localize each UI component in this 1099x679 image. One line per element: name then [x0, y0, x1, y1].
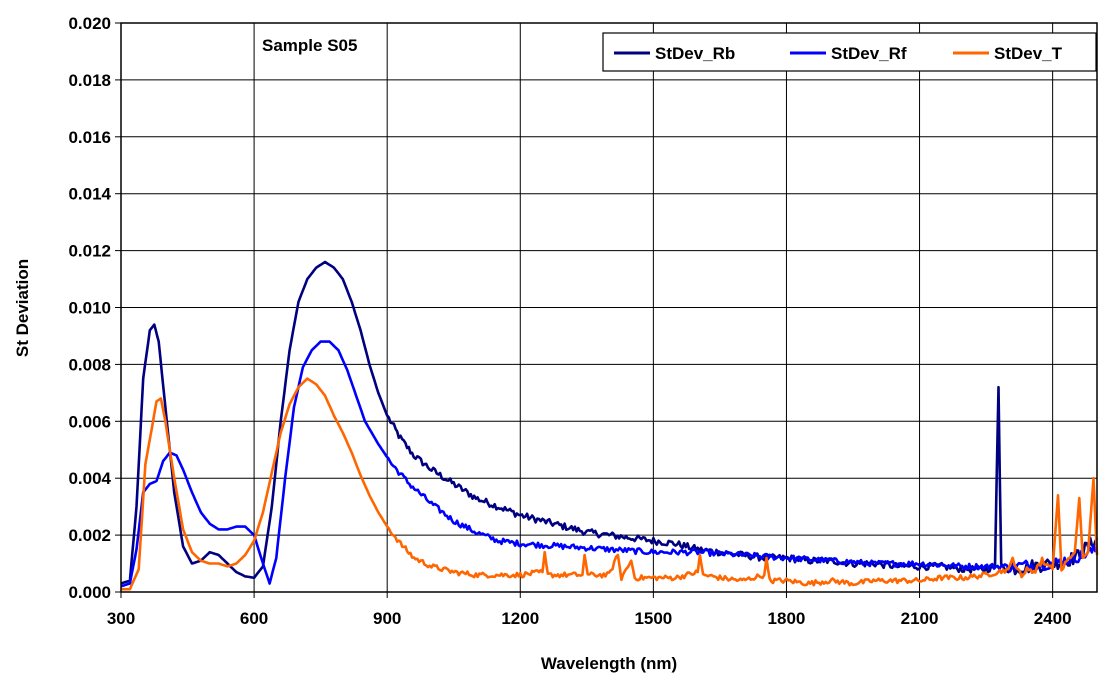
legend: StDev_Rb StDev_Rf StDev_T	[602, 32, 1097, 72]
x-tick-label: 900	[373, 609, 401, 628]
y-tick-label: 0.010	[68, 299, 111, 318]
y-axis-ticks: 0.000 0.002 0.004 0.006 0.008 0.010 0.012 0.014…	[68, 14, 121, 602]
y-axis-title: St Deviation	[13, 259, 32, 357]
legend-box	[602, 32, 1097, 72]
y-tick-label: 0.008	[68, 355, 111, 374]
y-tick-label: 0.006	[68, 412, 111, 431]
y-tick-label: 0.004	[68, 469, 111, 488]
legend-label-t: StDev_T	[994, 44, 1063, 63]
x-tick-label: 2400	[1034, 609, 1072, 628]
sample-annotation: Sample S05	[262, 36, 357, 55]
x-tick-label: 1500	[634, 609, 672, 628]
data-series	[120, 260, 1099, 591]
y-tick-label: 0.016	[68, 128, 111, 147]
y-tick-label: 0.012	[68, 242, 111, 261]
x-tick-label: 1800	[768, 609, 806, 628]
y-tick-label: 0.000	[68, 583, 111, 602]
x-tick-label: 1200	[501, 609, 539, 628]
x-axis-title: Wavelength (nm)	[541, 654, 677, 673]
y-tick-label: 0.018	[68, 71, 111, 90]
x-tick-label: 2100	[901, 609, 939, 628]
x-tick-label: 300	[107, 609, 135, 628]
x-axis-ticks: 300 600 900 1200 1500 1800 2100 2400	[107, 592, 1072, 628]
legend-label-rb: StDev_Rb	[655, 44, 735, 63]
y-tick-label: 0.002	[68, 526, 111, 545]
grid-lines	[120, 22, 1097, 593]
y-tick-label: 0.014	[68, 185, 111, 204]
x-tick-label: 600	[240, 609, 268, 628]
y-tick-label: 0.020	[68, 14, 111, 33]
series-line-stdev-t	[121, 377, 1099, 591]
series-line-stdev-rf	[120, 340, 1098, 588]
legend-label-rf: StDev_Rf	[831, 44, 907, 63]
